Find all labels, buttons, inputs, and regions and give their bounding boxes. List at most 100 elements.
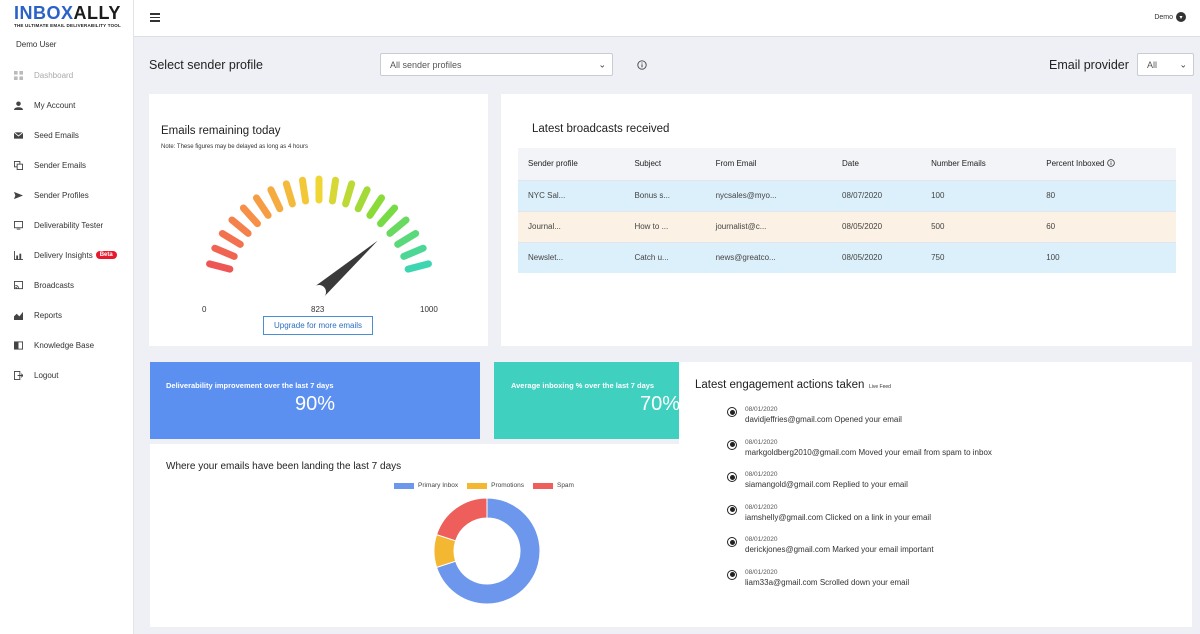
logout-icon — [13, 370, 23, 380]
legend-item-spam[interactable]: Spam — [532, 482, 574, 489]
table-cell: NYC Sal... — [518, 179, 625, 211]
feed-text: derickjones@gmail.com Marked your email … — [745, 545, 934, 555]
feed-date: 08/01/2020 — [745, 536, 778, 544]
deliverability-improvement-label: Deliverability improvement over the last… — [166, 381, 334, 390]
engagement-actions-card: Latest engagement actions taken Live Fee… — [679, 362, 1192, 627]
column-header[interactable]: Subject — [624, 148, 706, 180]
column-header[interactable]: Number Emails — [921, 148, 1037, 180]
send-icon — [13, 190, 23, 200]
gauge-segment — [267, 186, 284, 213]
sender-profile-select[interactable]: All sender profiles ⌄ — [380, 53, 613, 76]
timeline-dot-icon — [727, 407, 737, 417]
legend-label: Primary Inbox — [418, 482, 459, 489]
gauge-value-label: 823 — [311, 305, 325, 314]
sidebar-item-delivery-insights[interactable]: Delivery Insights Beta — [0, 240, 134, 270]
sidebar-item-label: Delivery Insights — [34, 250, 93, 260]
gauge-needle — [314, 240, 378, 298]
table-cell: 100 — [1036, 241, 1176, 273]
sidebar-item-label: Sender Profiles — [34, 190, 89, 200]
info-icon[interactable] — [1106, 159, 1115, 168]
emails-remaining-card: Emails remaining today Note: These figur… — [149, 94, 488, 346]
logo[interactable]: INBOXALLY THE ULTIMATE EMAIL DELIVERABIL… — [14, 4, 124, 30]
sidebar-item-label: Knowledge Base — [34, 340, 95, 350]
broadcasts-table: Sender profile Subject From Email Date N… — [518, 148, 1176, 273]
sidebar-item-my-account[interactable]: My Account — [0, 90, 134, 120]
table-row[interactable]: Journal... How to ... journalist@c... 08… — [518, 210, 1176, 242]
sidebar-item-sender-emails[interactable]: Sender Emails — [0, 150, 134, 180]
sidebar-item-knowledge-base[interactable]: Knowledge Base — [0, 330, 134, 360]
list-item: 08/01/2020 liam33a@gmail.com Scrolled dow… — [727, 569, 992, 602]
legend-item-promotions[interactable]: Promotions — [467, 482, 524, 489]
account-menu[interactable]: Demo ▾ — [1154, 12, 1186, 22]
table-cell: Newslet... — [518, 241, 625, 273]
brand-tagline: THE ULTIMATE EMAIL DELIVERABILITY TOOL — [14, 23, 121, 28]
table-cell: Journal... — [518, 210, 625, 242]
donut-chart — [433, 497, 541, 605]
table-row[interactable]: Newslet... Catch u... news@greatco... 08… — [518, 241, 1176, 273]
sidebar-item-reports[interactable]: Reports — [0, 300, 134, 330]
table-row[interactable]: NYC Sal... Bonus s... nycsales@myo... 08… — [518, 179, 1176, 211]
bar-chart-icon — [13, 250, 23, 260]
table-cell: 60 — [1036, 210, 1176, 242]
table-cell: journalist@c... — [705, 210, 833, 242]
email-provider-label: Email provider — [1049, 58, 1129, 72]
chart-legend: Primary Inbox Promotions Spam — [394, 482, 574, 489]
sidebar-item-seed-emails[interactable]: Seed Emails — [0, 120, 134, 150]
legend-swatch — [467, 482, 488, 489]
feed-date: 08/01/2020 — [745, 438, 778, 446]
cast-icon — [13, 280, 23, 290]
user-name: Demo User — [16, 40, 57, 49]
latest-broadcasts-card: Latest broadcasts received Sender profil… — [501, 94, 1192, 346]
feed-text: markgoldberg2010@gmail.com Moved your em… — [745, 447, 992, 457]
table-cell: Bonus s... — [624, 179, 706, 211]
deliverability-improvement-value: 90% — [295, 393, 336, 415]
email-provider-select[interactable]: All ⌄ — [1137, 53, 1194, 76]
list-item: 08/01/2020 markgoldberg2010@gmail.com Mov… — [727, 439, 992, 472]
column-header-percent-inboxed[interactable]: Percent Inboxed — [1036, 148, 1176, 180]
list-item: 08/01/2020 iamshelly@gmail.com Clicked on… — [727, 504, 992, 537]
legend-label: Spam — [556, 482, 574, 489]
sidebar-item-logout[interactable]: Logout — [0, 360, 134, 390]
sidebar-item-label: Dashboard — [34, 70, 74, 80]
average-inboxing-value: 70% — [640, 393, 679, 415]
email-provider-value: All — [1147, 59, 1158, 70]
sender-profile-label: Select sender profile — [149, 58, 263, 72]
engagement-actions-title: Latest engagement actions taken — [695, 379, 865, 391]
sidebar-item-label: Seed Emails — [34, 130, 79, 140]
hamburger-menu-icon[interactable] — [150, 13, 160, 22]
sidebar-item-broadcasts[interactable]: Broadcasts — [0, 270, 134, 300]
book-icon — [13, 340, 23, 350]
list-item: 08/01/2020 siamangold@gmail.com Replied t… — [727, 471, 992, 504]
gauge-segment — [328, 176, 340, 205]
sidebar-item-deliverability-tester[interactable]: Deliverability Tester — [0, 210, 134, 240]
gauge-segment — [282, 180, 296, 208]
gauge-segment — [228, 216, 252, 237]
average-inboxing-label: Average inboxing % over the last 7 days — [511, 381, 655, 390]
sidebar-item-label: My Account — [34, 100, 76, 110]
table-cell: 100 — [921, 179, 1037, 211]
upgrade-button[interactable]: Upgrade for more emails — [263, 316, 373, 335]
table-cell: Catch u... — [624, 241, 706, 273]
list-item: 08/01/2020 davidjeffries@gmail.com Opened… — [727, 406, 992, 439]
column-header[interactable]: Sender profile — [518, 148, 625, 180]
donut-slice-spam[interactable] — [435, 497, 488, 542]
sender-profile-value: All sender profiles — [390, 59, 462, 70]
sidebar-item-sender-profiles[interactable]: Sender Profiles — [0, 180, 134, 210]
sidebar-item-label: Logout — [34, 370, 59, 380]
dashboard-icon — [13, 70, 23, 80]
monitor-icon — [13, 220, 23, 230]
donut-slice-primary-inbox[interactable] — [435, 497, 541, 605]
timeline-dot-icon — [727, 569, 737, 580]
column-header[interactable]: Date — [832, 148, 922, 180]
table-cell: 08/05/2020 — [832, 210, 922, 242]
legend-item-primary-inbox[interactable]: Primary Inbox — [394, 482, 458, 489]
chevron-down-icon: ⌄ — [598, 59, 606, 69]
brand-name: INBOXALLY — [14, 3, 121, 23]
info-icon[interactable] — [637, 60, 647, 70]
top-bar: Demo ▾ — [134, 0, 1200, 37]
sidebar-nav: Dashboard My Account Seed Emails Sender … — [0, 60, 134, 390]
legend-swatch — [394, 482, 414, 489]
area-chart-icon — [13, 310, 23, 320]
sidebar-item-dashboard[interactable]: Dashboard — [0, 60, 134, 90]
column-header[interactable]: From Email — [705, 148, 833, 180]
